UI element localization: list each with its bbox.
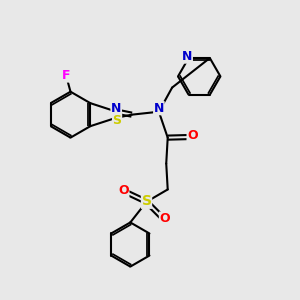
Text: O: O xyxy=(118,184,129,197)
Text: N: N xyxy=(154,102,164,115)
Text: O: O xyxy=(160,212,170,225)
Text: F: F xyxy=(62,69,70,82)
Text: N: N xyxy=(111,102,122,115)
Text: N: N xyxy=(182,50,192,63)
Text: S: S xyxy=(112,114,122,127)
Text: S: S xyxy=(142,194,152,208)
Text: O: O xyxy=(187,129,198,142)
